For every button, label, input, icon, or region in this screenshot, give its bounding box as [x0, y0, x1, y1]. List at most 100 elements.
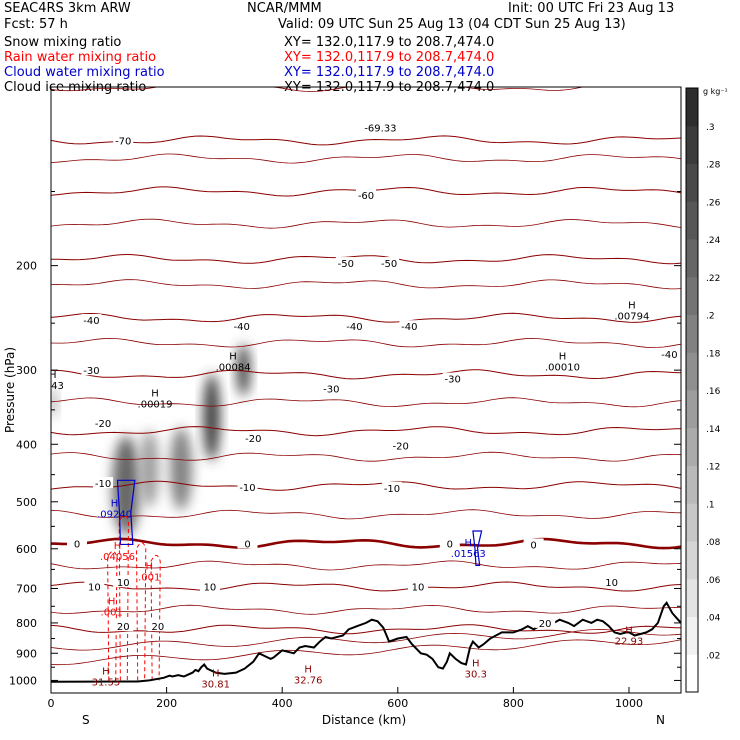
contour-label-7: -40	[346, 322, 362, 333]
contour-label-8: -40	[401, 322, 417, 333]
contour-label-bg	[113, 576, 134, 588]
max-value-2: .00084	[216, 362, 251, 373]
contour-label-bg	[84, 580, 105, 592]
contour-label-20: 0	[244, 540, 250, 551]
contour-label-bg	[113, 620, 134, 632]
colorbar-segment	[686, 125, 698, 164]
colorbar-segment	[686, 654, 698, 693]
colorbar-segment	[686, 465, 698, 504]
y-tick-label-1000: 1000	[9, 674, 37, 687]
isotherm-m30	[51, 369, 681, 380]
colorbar-tick-10: .1	[706, 500, 715, 510]
max-marker-2: H	[229, 351, 237, 362]
colorbar-frame	[685, 87, 699, 693]
colorbar-segment	[686, 578, 698, 617]
contour-label-bg	[67, 537, 88, 549]
contour-label-bg	[390, 439, 411, 451]
contour-label-13: -20	[95, 419, 111, 430]
isotherm-line	[51, 337, 681, 348]
max-value-8: .001	[138, 572, 160, 583]
contour-label-bg	[237, 480, 258, 492]
contour-label-bg	[601, 576, 622, 588]
contour-label-27: 10	[605, 578, 618, 589]
y-tick-label-800: 800	[16, 617, 37, 630]
colorbar-segment	[686, 541, 698, 580]
isotherm-20	[51, 624, 681, 635]
colorbar-tick-0: .3	[706, 123, 715, 133]
field-label-cloud-water: Cloud water mixing ratio	[4, 65, 165, 80]
snow-ice-blob-0	[112, 435, 141, 536]
y-tick-label-900: 900	[16, 647, 37, 660]
isotherm-line	[51, 279, 681, 290]
contour-label-bg	[113, 134, 134, 146]
contour-label-2: -60	[358, 191, 374, 202]
contour-label-bg	[81, 314, 102, 326]
contour-label-bg	[442, 372, 463, 384]
colorbar-segment	[686, 88, 698, 127]
contour-label-0: -70	[115, 136, 131, 147]
init-time: Init: 00 UTC Fri 23 Aug 13	[508, 1, 675, 16]
max-value-6: .04056	[100, 552, 135, 563]
max-marker-14: H	[625, 625, 633, 636]
isotherm-m40	[51, 312, 681, 323]
x-tick-label-400: 400	[272, 697, 293, 710]
colorbar-segment	[686, 352, 698, 391]
colorbar-tick-2: .26	[706, 198, 721, 208]
contour-label-9: -40	[661, 350, 677, 361]
x-tick-label-600: 600	[387, 697, 408, 710]
field-xy-rain: XY= 132.0,117.9 to 208.7,474.0	[284, 50, 495, 65]
colorbar-tick-11: .08	[706, 538, 721, 548]
contour-label-14: -20	[245, 434, 261, 445]
contour-label-1: -69.33	[364, 123, 396, 134]
contour-label-24: 10	[117, 578, 130, 589]
isotherm-m50	[51, 253, 681, 265]
contour-label-bg	[439, 537, 460, 549]
y-tick-label-200: 200	[16, 260, 37, 273]
contour-label-10: -30	[83, 366, 99, 377]
contour-label-26: 10	[412, 583, 425, 594]
max-value-7: .01563	[451, 549, 486, 560]
max-marker-1: H	[151, 389, 159, 400]
max-marker-7: H	[465, 538, 473, 549]
max-value-12: 32.76	[294, 676, 323, 687]
colorbar-tick-5: .2	[706, 312, 715, 322]
snow-ice-blob-2	[169, 427, 193, 511]
x-tick-label-800: 800	[503, 697, 524, 710]
contour-label-25: 10	[204, 583, 217, 594]
max-marker-11: H	[212, 668, 220, 679]
isotherm-line	[51, 153, 681, 164]
contour-label-bg	[523, 538, 544, 550]
max-marker-6: H	[114, 541, 122, 552]
isotherm-line	[51, 509, 681, 520]
contour-label-3: -50	[338, 259, 354, 270]
max-value-1: .00019	[138, 400, 173, 411]
plot-frame	[50, 86, 682, 694]
model-title: SEAC4RS 3km ARW	[4, 1, 131, 16]
colorbar-tick-3: .24	[706, 236, 721, 246]
colorbar-tick-7: .16	[706, 387, 721, 397]
max-value-14: 22.93	[615, 636, 644, 647]
contour-label-bg	[243, 431, 264, 443]
colorbar-segment	[686, 390, 698, 429]
contour-label-18: -10	[384, 484, 400, 495]
low-level-contour	[51, 639, 681, 666]
low-level-contour	[51, 629, 681, 651]
colorbar-segment	[686, 616, 698, 655]
field-label-rain: Rain water mixing ratio	[4, 50, 157, 65]
contour-label-bg	[237, 537, 258, 549]
rain-contour-2	[136, 542, 147, 681]
colorbar-tick-8: .14	[706, 425, 721, 435]
y-tick-label-500: 500	[16, 496, 37, 509]
contour-label-bg	[93, 416, 114, 428]
max-marker-13: H	[472, 659, 480, 670]
max-marker-10: H	[102, 667, 110, 678]
colorbar-segment	[686, 201, 698, 240]
x-endpoint-right: N	[656, 713, 665, 727]
center-title: NCAR/MMM	[247, 1, 322, 16]
isotherm-m20	[51, 426, 681, 437]
x-tick-label-0: 0	[48, 697, 55, 710]
contour-label-bg	[535, 616, 556, 628]
colorbar-tick-12: .06	[706, 576, 721, 586]
colorbar-unit: g kg⁻¹	[703, 87, 728, 96]
